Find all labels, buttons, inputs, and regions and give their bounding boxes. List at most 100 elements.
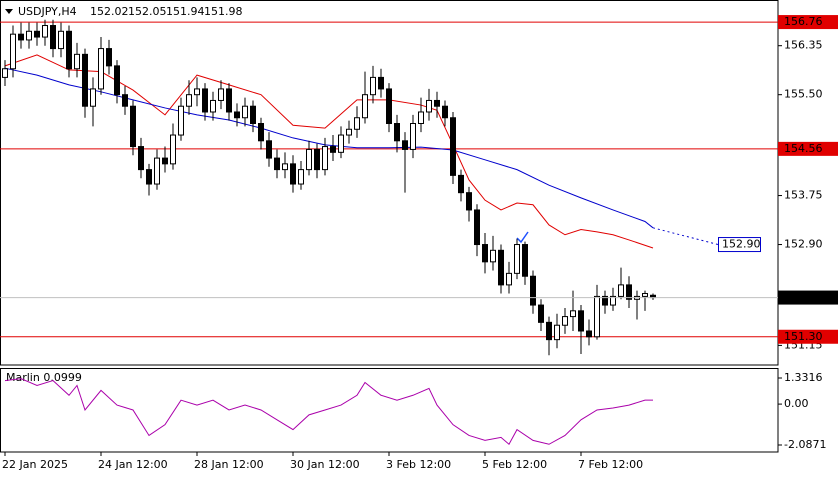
candle-body	[386, 88, 392, 125]
x-tick-label: 3 Feb 12:00	[386, 458, 451, 471]
candle-body	[170, 134, 176, 165]
candle-body	[442, 105, 448, 119]
candle-body	[194, 88, 200, 96]
candle-body	[74, 53, 80, 70]
y-tick-label: 153.75	[784, 189, 823, 202]
candle-body	[426, 99, 432, 113]
candle-body	[362, 94, 368, 119]
candle-body	[114, 65, 120, 96]
candle-body	[82, 53, 88, 107]
candle-body	[42, 25, 48, 38]
high-price: 152.05	[128, 5, 167, 18]
candle-body	[354, 117, 360, 130]
projection-line	[652, 227, 719, 246]
y-tick-label: -2.0871	[784, 438, 826, 451]
check-mark	[516, 231, 529, 244]
menu-arrow[interactable]	[5, 9, 13, 14]
candle-body	[250, 105, 256, 125]
level-label: 154.56	[784, 142, 823, 155]
candle-body	[474, 209, 480, 246]
candle-body	[490, 249, 496, 263]
y-tick-label: 156.35	[784, 39, 823, 52]
candle-body	[162, 157, 168, 165]
candle-body	[450, 117, 456, 176]
candle-body	[610, 295, 616, 306]
candle-body	[626, 284, 632, 300]
level-label: 156.76	[784, 15, 823, 28]
x-tick-label: 28 Jan 12:00	[194, 458, 264, 471]
projection-label: 152.90	[722, 238, 761, 251]
candle-body	[2, 68, 8, 78]
candle-body	[498, 249, 504, 286]
level-label-box	[778, 141, 838, 156]
candle-body	[434, 99, 440, 107]
indicator-line	[4, 378, 653, 446]
y-tick-label: 0.00	[784, 397, 809, 410]
projection-label-box	[718, 237, 761, 253]
candle-body	[98, 48, 104, 90]
candle-body	[602, 295, 608, 306]
level-label: 151.30	[784, 330, 823, 343]
candle-body	[18, 33, 24, 41]
candle-body	[562, 316, 568, 326]
candle-body	[530, 275, 536, 306]
current-price-label: 151.98	[784, 291, 823, 304]
candle-body	[306, 148, 312, 171]
candle-body	[642, 293, 648, 297]
candle-body	[330, 146, 336, 153]
symbol: USDJPY,H4	[18, 5, 77, 18]
candle-body	[586, 330, 592, 338]
candle-body	[186, 94, 192, 107]
y-tick-label: 155.50	[784, 88, 823, 101]
candle-body	[298, 169, 304, 185]
candle-body	[138, 146, 144, 171]
candle-body	[594, 295, 600, 338]
candle-body	[410, 123, 416, 150]
candle-body	[394, 123, 400, 142]
candle-body	[546, 321, 552, 341]
candle-body	[66, 30, 72, 70]
candle-body	[418, 111, 424, 125]
candle-body	[122, 94, 128, 107]
x-tick-label: 30 Jan 12:00	[290, 458, 360, 471]
candle-body	[202, 88, 208, 113]
candle-body	[10, 33, 16, 70]
y-tick-label: 1.3316	[784, 371, 823, 384]
candle-body	[370, 76, 376, 96]
candle-body	[178, 105, 184, 136]
low-price: 151.94	[166, 5, 205, 18]
candle-body	[58, 30, 64, 50]
candle-body	[274, 157, 280, 171]
candle-body	[258, 123, 264, 142]
candle-body	[90, 88, 96, 107]
candle-body	[522, 244, 528, 277]
candle-body	[242, 105, 248, 119]
candle-body	[378, 76, 384, 90]
candle-body	[26, 30, 32, 41]
candle-body	[218, 88, 224, 101]
candle-body	[210, 99, 216, 113]
candle-body	[290, 163, 296, 185]
level-label-box	[778, 329, 838, 344]
candle-body	[482, 244, 488, 263]
candle-body	[266, 140, 272, 159]
candle-body	[346, 128, 352, 136]
candle-body	[226, 88, 232, 113]
close-price: 151.98	[204, 5, 243, 18]
candle-body	[314, 148, 320, 171]
candle-body	[402, 140, 408, 150]
indicator-title: Marlin 0.0999	[6, 371, 82, 384]
price-panel	[0, 0, 779, 366]
candle-body	[106, 48, 112, 67]
candle-body	[538, 304, 544, 323]
candle-body	[338, 134, 344, 153]
level-label-box	[778, 15, 838, 30]
candle-body	[50, 25, 56, 50]
candle-body	[234, 111, 240, 119]
candle-body	[322, 146, 328, 171]
candle-body	[34, 30, 40, 38]
x-tick-label: 24 Jan 12:00	[98, 458, 168, 471]
candle-body	[130, 105, 136, 148]
